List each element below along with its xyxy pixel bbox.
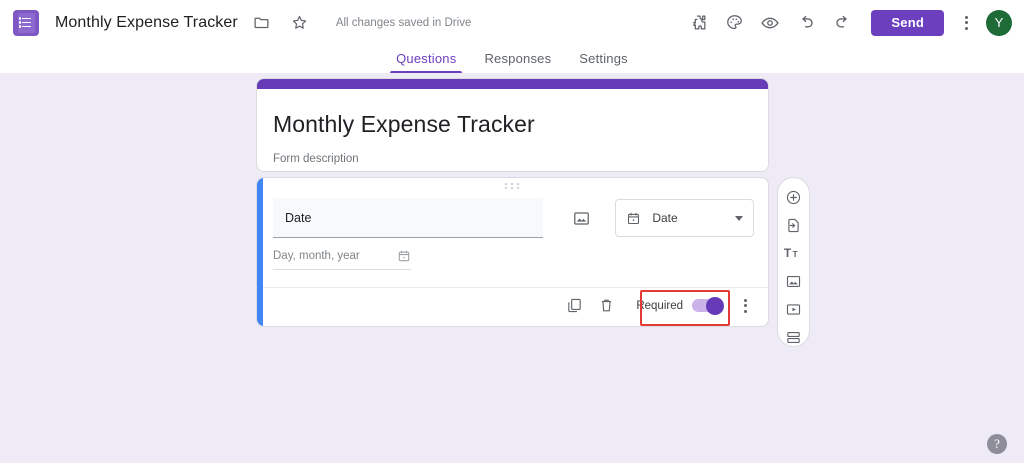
- more-vert-icon[interactable]: [954, 9, 978, 37]
- tab-bar: Questions Responses Settings: [0, 45, 1024, 73]
- required-label: Required: [636, 299, 683, 312]
- undo-icon[interactable]: [791, 8, 821, 38]
- avatar[interactable]: Y: [986, 9, 1012, 36]
- active-question-accent: [257, 178, 263, 326]
- calendar-icon: [628, 212, 640, 224]
- form-title[interactable]: Monthly Expense Tracker: [273, 111, 535, 137]
- required-toggle[interactable]: [692, 296, 724, 315]
- save-status: All changes saved in Drive: [335, 16, 472, 29]
- eye-icon[interactable]: [755, 8, 785, 38]
- tab-responses[interactable]: Responses: [484, 51, 552, 66]
- add-image-icon[interactable]: [781, 272, 807, 290]
- top-bar-actions: Send Y: [677, 8, 1024, 38]
- send-button[interactable]: Send: [871, 9, 944, 36]
- tab-settings[interactable]: Settings: [579, 51, 628, 66]
- document-title[interactable]: Monthly Expense Tracker: [55, 13, 238, 31]
- add-item-toolbar: T T: [777, 177, 810, 347]
- drag-handle-icon[interactable]: [504, 183, 521, 189]
- question-type-select[interactable]: Date: [615, 199, 754, 237]
- help-button[interactable]: ?: [987, 434, 1007, 454]
- required-toggle-group[interactable]: Required: [636, 296, 724, 315]
- forms-logo-icon[interactable]: [13, 9, 39, 36]
- add-image-icon[interactable]: [569, 205, 593, 231]
- star-icon[interactable]: [286, 9, 314, 37]
- import-questions-icon[interactable]: [781, 216, 807, 234]
- date-placeholder: Day, month, year: [273, 250, 360, 262]
- card-divider: [263, 287, 768, 288]
- calendar-icon: [398, 250, 410, 262]
- add-video-icon[interactable]: [781, 300, 807, 318]
- toggle-knob: [706, 296, 724, 315]
- folder-icon[interactable]: [248, 9, 276, 37]
- redo-icon[interactable]: [827, 8, 857, 38]
- svg-text:T: T: [784, 248, 791, 260]
- question-type-label: Date: [652, 211, 678, 225]
- svg-text:T: T: [792, 249, 798, 259]
- date-answer-preview: Day, month, year: [273, 249, 411, 270]
- question-actions: Required: [556, 285, 756, 326]
- palette-icon[interactable]: [719, 8, 749, 38]
- question-header-row: Date Date: [273, 198, 754, 238]
- question-more-icon[interactable]: [734, 292, 756, 320]
- top-bar: Monthly Expense Tracker All changes save…: [0, 0, 1024, 45]
- theme-color-bar: [257, 79, 768, 89]
- chevron-down-icon: [735, 215, 743, 221]
- duplicate-icon[interactable]: [560, 292, 588, 320]
- tab-questions[interactable]: Questions: [382, 51, 470, 73]
- add-section-icon[interactable]: [781, 328, 807, 346]
- form-description[interactable]: Form description: [273, 153, 359, 165]
- trash-icon[interactable]: [592, 292, 620, 320]
- form-header-card[interactable]: Monthly Expense Tracker Form description: [256, 78, 769, 172]
- puzzle-piece-icon[interactable]: [683, 8, 713, 38]
- question-title-input[interactable]: Date: [273, 198, 544, 238]
- add-title-icon[interactable]: T T: [781, 244, 807, 262]
- add-question-icon[interactable]: [781, 188, 807, 206]
- question-card[interactable]: Date Date: [256, 177, 769, 327]
- form-canvas: Monthly Expense Tracker Form description…: [0, 73, 1024, 463]
